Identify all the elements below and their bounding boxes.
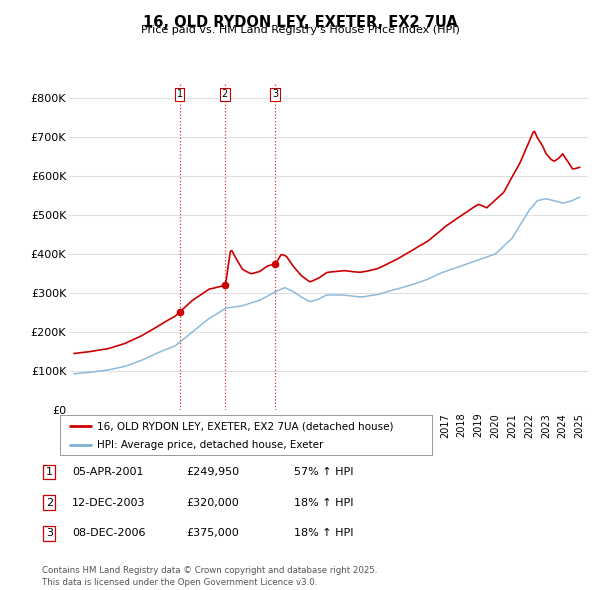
Text: 08-DEC-2006: 08-DEC-2006 — [72, 529, 146, 538]
Text: 1: 1 — [176, 89, 182, 99]
Text: Price paid vs. HM Land Registry's House Price Index (HPI): Price paid vs. HM Land Registry's House … — [140, 25, 460, 35]
Text: 18% ↑ HPI: 18% ↑ HPI — [294, 529, 353, 538]
Text: 16, OLD RYDON LEY, EXETER, EX2 7UA: 16, OLD RYDON LEY, EXETER, EX2 7UA — [143, 15, 457, 30]
Text: Contains HM Land Registry data © Crown copyright and database right 2025.
This d: Contains HM Land Registry data © Crown c… — [42, 566, 377, 587]
Text: £249,950: £249,950 — [186, 467, 239, 477]
Text: 57% ↑ HPI: 57% ↑ HPI — [294, 467, 353, 477]
Text: 2: 2 — [222, 89, 228, 99]
Text: £320,000: £320,000 — [186, 498, 239, 507]
Text: HPI: Average price, detached house, Exeter: HPI: Average price, detached house, Exet… — [97, 440, 323, 450]
Text: 05-APR-2001: 05-APR-2001 — [72, 467, 143, 477]
Text: 1: 1 — [46, 467, 53, 477]
Text: 2: 2 — [46, 498, 53, 507]
Text: 3: 3 — [272, 89, 278, 99]
Text: 18% ↑ HPI: 18% ↑ HPI — [294, 498, 353, 507]
Text: £375,000: £375,000 — [186, 529, 239, 538]
Text: 3: 3 — [46, 529, 53, 538]
Text: 16, OLD RYDON LEY, EXETER, EX2 7UA (detached house): 16, OLD RYDON LEY, EXETER, EX2 7UA (deta… — [97, 421, 394, 431]
Text: 12-DEC-2003: 12-DEC-2003 — [72, 498, 146, 507]
